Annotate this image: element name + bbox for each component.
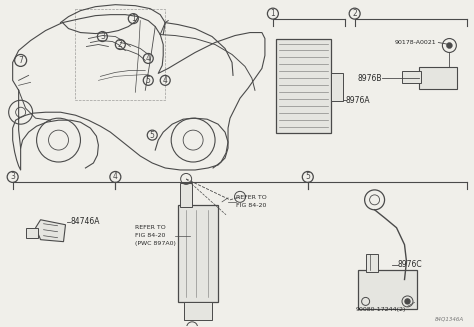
Text: 5: 5 — [150, 130, 155, 140]
Text: (PWC 897A0): (PWC 897A0) — [135, 241, 176, 246]
Text: REFER TO: REFER TO — [135, 225, 166, 230]
Bar — [180, 183, 192, 207]
Text: FIG 84-20: FIG 84-20 — [135, 233, 166, 238]
Text: 8976B: 8976B — [357, 74, 382, 83]
Text: 1: 1 — [131, 14, 136, 23]
Text: 3: 3 — [10, 172, 15, 181]
Text: 8976A: 8976A — [346, 96, 370, 105]
Bar — [419, 67, 457, 89]
Text: 4: 4 — [163, 76, 168, 85]
Text: 84746A: 84746A — [71, 217, 100, 226]
Bar — [26, 228, 37, 238]
Text: 90080-17244(2): 90080-17244(2) — [356, 307, 406, 312]
Bar — [358, 269, 418, 309]
Text: 84Q1346A: 84Q1346A — [435, 316, 465, 321]
Text: 7: 7 — [18, 56, 23, 65]
Text: 5: 5 — [146, 76, 151, 85]
Text: 90178-A0021: 90178-A0021 — [394, 40, 436, 45]
Text: 4: 4 — [113, 172, 118, 181]
Text: REFER TO: REFER TO — [236, 195, 267, 200]
Text: 2: 2 — [352, 9, 357, 18]
Bar — [331, 73, 343, 101]
Text: FIG 84-20: FIG 84-20 — [236, 203, 266, 208]
Circle shape — [405, 299, 410, 304]
Bar — [401, 71, 421, 83]
Bar — [276, 39, 331, 133]
Text: 5: 5 — [305, 172, 310, 181]
Bar — [184, 302, 212, 320]
Text: 8976C: 8976C — [398, 260, 422, 269]
Bar — [365, 254, 378, 271]
Text: 3: 3 — [100, 32, 105, 41]
Text: 2: 2 — [118, 40, 123, 49]
Polygon shape — [36, 220, 65, 242]
Circle shape — [447, 43, 452, 48]
Text: 4: 4 — [146, 54, 151, 63]
Text: 1: 1 — [271, 9, 275, 18]
Bar — [178, 205, 218, 302]
